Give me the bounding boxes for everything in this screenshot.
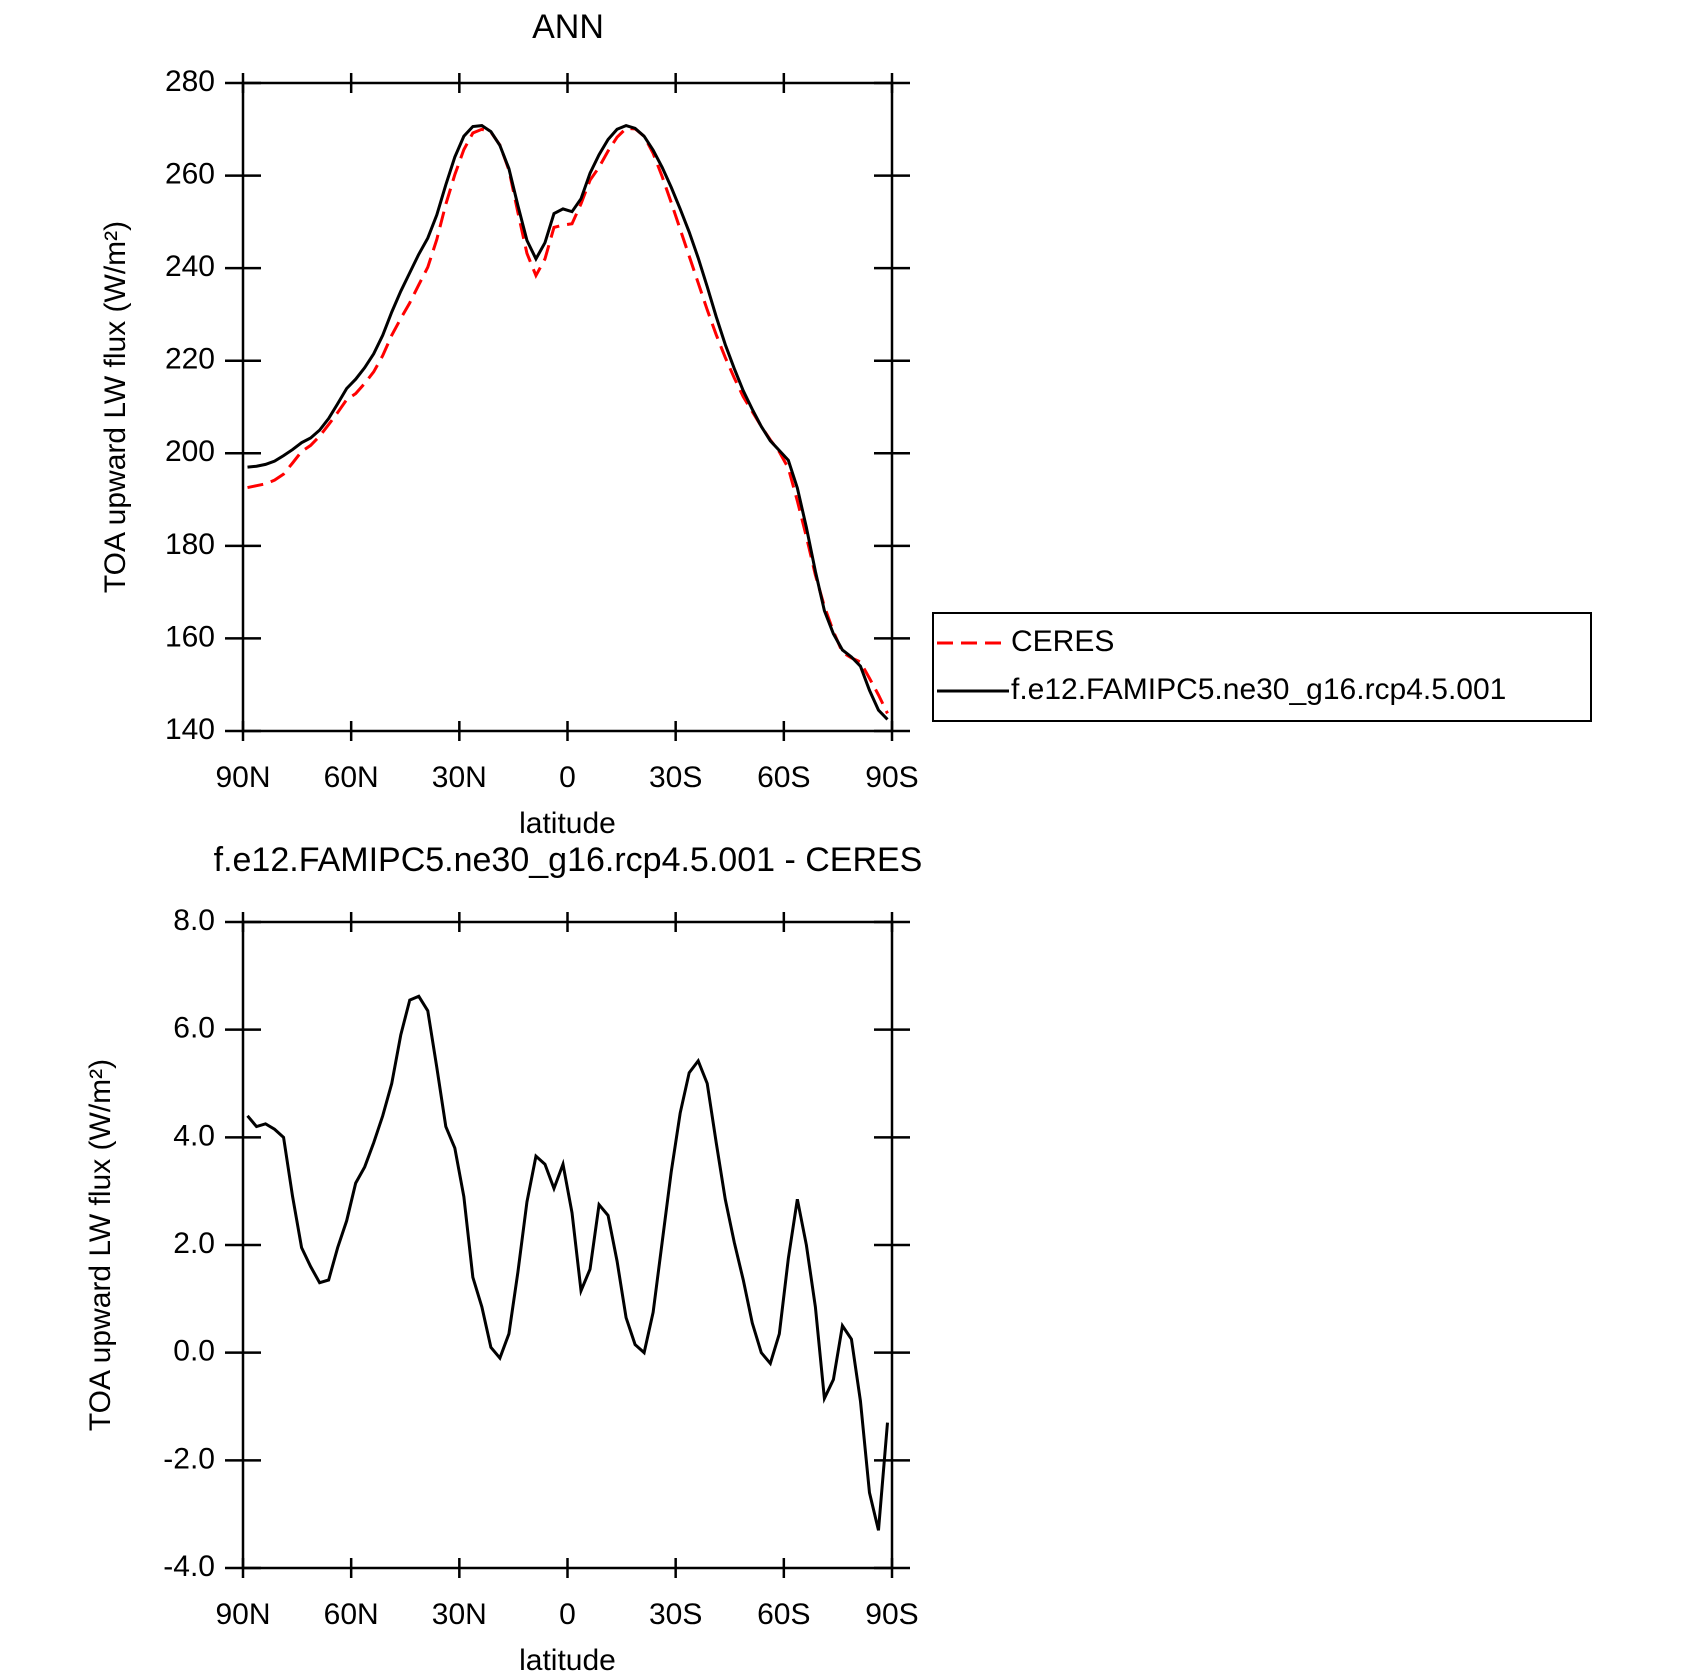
y-tick-label: 280 (165, 65, 215, 98)
x-tick-label: 60S (757, 761, 810, 794)
y-tick-label: -4.0 (163, 1550, 215, 1583)
x-tick-label: 30S (649, 761, 702, 794)
x-tick-label: 90S (865, 761, 918, 794)
chart-title: ANN (532, 8, 604, 46)
y-tick-label: 0.0 (173, 1335, 215, 1368)
x-tick-label: 90S (865, 1598, 918, 1631)
y-tick-label: -2.0 (163, 1442, 215, 1475)
legend-label: CERES (1011, 625, 1114, 658)
x-tick-label: 60N (324, 1598, 379, 1631)
y-tick-label: 4.0 (173, 1119, 215, 1152)
y-tick-label: 6.0 (173, 1012, 215, 1045)
y-tick-label: 160 (165, 620, 215, 653)
x-axis-label: latitude (519, 1644, 616, 1677)
x-tick-label: 60S (757, 1598, 810, 1631)
chart-title: f.e12.FAMIPC5.ne30_g16.rcp4.5.001 - CERE… (214, 841, 923, 879)
data-line (246, 994, 889, 1531)
y-tick-label: 2.0 (173, 1227, 215, 1260)
y-tick-label: 260 (165, 157, 215, 190)
data-line (247, 123, 889, 721)
data-line (247, 126, 889, 715)
x-tick-label: 30N (432, 1598, 487, 1631)
legend-label: f.e12.FAMIPC5.ne30_g16.rcp4.5.001 (1011, 673, 1506, 706)
legend-box (932, 612, 1592, 722)
plot-frame (241, 920, 894, 1570)
y-tick-label: 240 (165, 250, 215, 283)
y-tick-label: 140 (165, 713, 215, 746)
x-tick-label: 60N (324, 761, 379, 794)
x-tick-label: 0 (559, 761, 576, 794)
y-tick-label: 220 (165, 343, 215, 376)
y-tick-label: 180 (165, 528, 215, 561)
x-axis-label: latitude (519, 807, 616, 840)
y-tick-label: 8.0 (173, 904, 215, 937)
x-tick-label: 90N (215, 1598, 270, 1631)
y-axis-label: TOA upward LW flux (W/m²) (84, 1059, 117, 1431)
x-tick-label: 30N (432, 761, 487, 794)
y-tick-label: 200 (165, 435, 215, 468)
x-tick-label: 90N (215, 761, 270, 794)
x-tick-label: 30S (649, 1598, 702, 1631)
x-tick-label: 0 (559, 1598, 576, 1631)
y-axis-label: TOA upward LW flux (W/m²) (99, 221, 132, 593)
